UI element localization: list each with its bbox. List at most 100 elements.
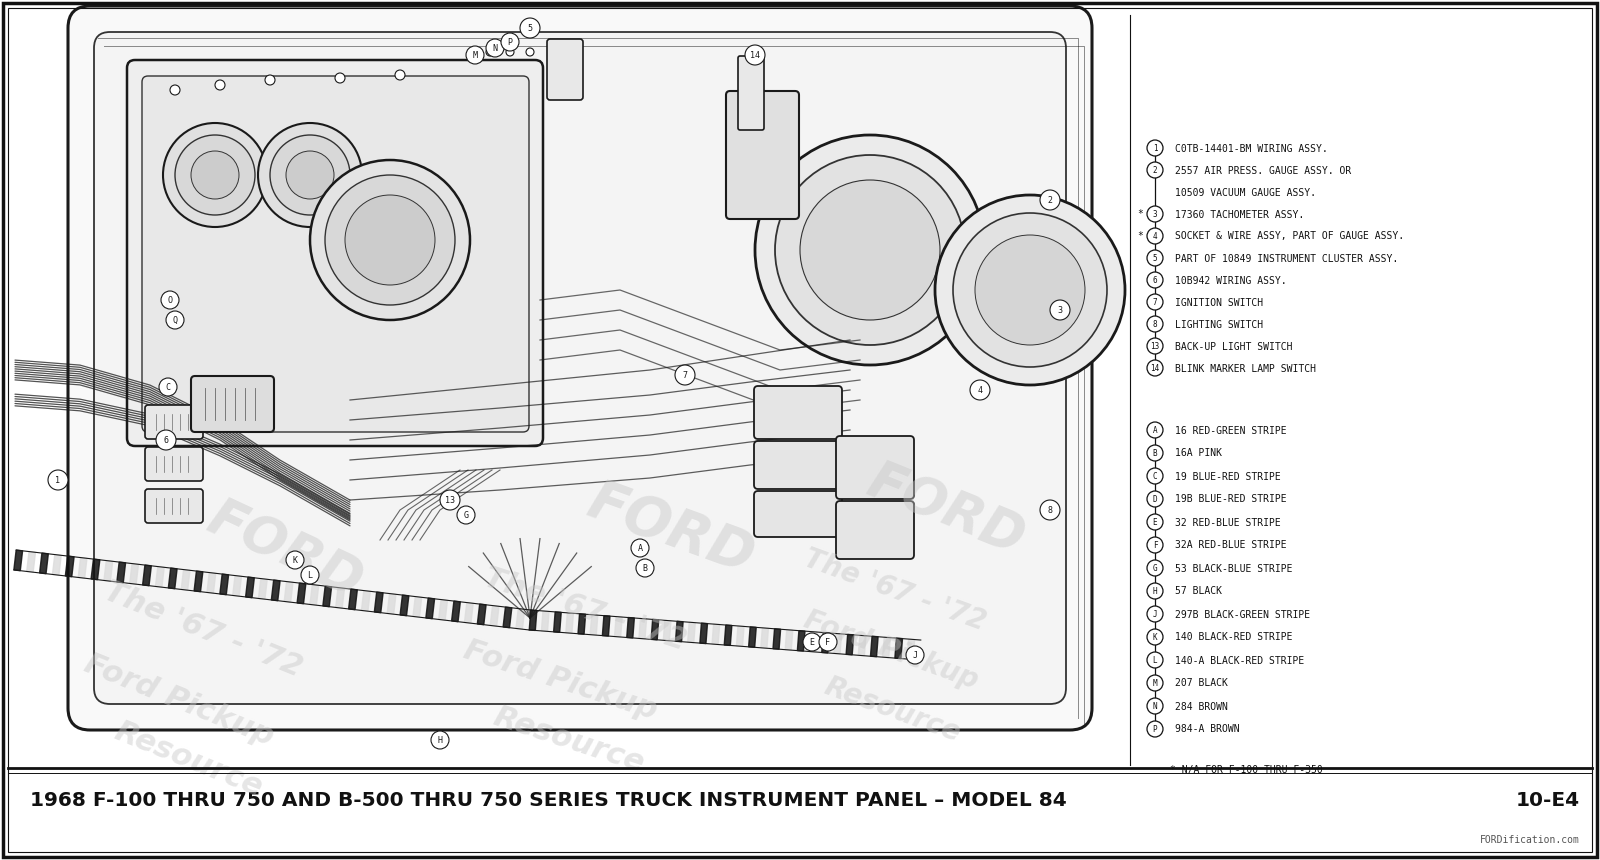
Polygon shape [310,585,318,605]
Text: Ford Pickup: Ford Pickup [80,648,278,752]
Text: N: N [493,44,498,53]
Polygon shape [142,565,152,586]
Polygon shape [651,619,659,640]
Polygon shape [413,597,422,617]
Circle shape [486,48,494,56]
Text: Resource: Resource [110,717,267,803]
Circle shape [1147,721,1163,737]
Circle shape [266,75,275,85]
Text: O: O [168,296,173,305]
Polygon shape [168,568,178,589]
Circle shape [954,213,1107,367]
Text: FORDification.com: FORDification.com [1480,835,1579,845]
Polygon shape [541,611,549,631]
Text: E: E [810,638,814,647]
Text: BLINK MARKER LAMP SWITCH: BLINK MARKER LAMP SWITCH [1174,364,1315,373]
Text: 1: 1 [1152,144,1157,153]
Text: 284 BROWN: 284 BROWN [1174,702,1227,711]
Text: J: J [912,651,917,660]
Text: FORD: FORD [861,455,1032,565]
Polygon shape [336,587,344,608]
FancyBboxPatch shape [94,32,1066,704]
Circle shape [906,646,925,664]
Circle shape [1040,500,1059,520]
Text: 10-E4: 10-E4 [1515,790,1581,809]
Polygon shape [78,557,86,578]
Text: P: P [1152,725,1157,734]
Circle shape [190,151,238,199]
Text: F: F [1152,541,1157,550]
Circle shape [1147,272,1163,288]
Polygon shape [760,628,768,648]
Polygon shape [749,627,757,648]
Polygon shape [104,561,112,581]
Text: 14: 14 [1150,364,1160,373]
FancyBboxPatch shape [547,39,582,100]
FancyBboxPatch shape [754,386,842,439]
Text: 6: 6 [163,436,168,445]
Polygon shape [298,583,306,604]
Circle shape [440,490,461,510]
Circle shape [1147,338,1163,354]
Text: F: F [826,638,830,647]
Polygon shape [130,563,139,584]
Circle shape [1147,445,1163,461]
Circle shape [506,48,514,56]
Text: 5: 5 [1152,254,1157,263]
Text: BACK-UP LIGHT SWITCH: BACK-UP LIGHT SWITCH [1174,341,1293,352]
Circle shape [1147,675,1163,691]
Text: 7: 7 [1152,298,1157,307]
Text: A: A [1152,426,1157,435]
Polygon shape [490,605,499,626]
FancyBboxPatch shape [835,501,914,559]
FancyBboxPatch shape [146,489,203,523]
Polygon shape [699,624,707,643]
FancyBboxPatch shape [67,6,1091,730]
Polygon shape [117,562,125,583]
Text: 16A PINK: 16A PINK [1174,449,1222,458]
Polygon shape [91,559,99,580]
Polygon shape [590,615,598,636]
Circle shape [746,45,765,65]
Circle shape [1147,514,1163,530]
Text: 8: 8 [1048,506,1053,515]
Text: SOCKET & WIRE ASSY, PART OF GAUGE ASSY.: SOCKET & WIRE ASSY, PART OF GAUGE ASSY. [1174,231,1405,242]
FancyBboxPatch shape [190,376,274,432]
Text: 53 BLACK-BLUE STRIPE: 53 BLACK-BLUE STRIPE [1174,563,1293,574]
Text: Q: Q [173,316,178,325]
Polygon shape [627,617,634,638]
Polygon shape [323,586,331,606]
Polygon shape [387,593,395,614]
Polygon shape [822,632,829,653]
Circle shape [526,48,534,56]
Circle shape [1050,300,1070,320]
Polygon shape [232,575,242,596]
Text: *: * [1138,210,1142,219]
Polygon shape [688,623,696,642]
FancyBboxPatch shape [146,405,203,439]
Polygon shape [614,617,622,637]
Circle shape [1147,698,1163,714]
Polygon shape [566,613,573,633]
Circle shape [1147,491,1163,507]
Polygon shape [602,616,610,636]
Circle shape [486,39,504,57]
Circle shape [819,633,837,651]
Circle shape [286,151,334,199]
Polygon shape [349,589,357,610]
Circle shape [458,506,475,524]
Text: N: N [1152,702,1157,711]
Text: A: A [637,544,643,553]
Circle shape [301,566,318,584]
FancyBboxPatch shape [726,91,798,219]
Text: J: J [1152,610,1157,619]
Circle shape [1147,206,1163,222]
Circle shape [270,135,350,215]
Circle shape [1147,468,1163,484]
Polygon shape [219,574,229,594]
Circle shape [157,430,176,450]
Polygon shape [675,621,683,642]
Text: The '67 - '72: The '67 - '72 [480,563,690,656]
Polygon shape [181,569,190,590]
Polygon shape [14,550,22,571]
